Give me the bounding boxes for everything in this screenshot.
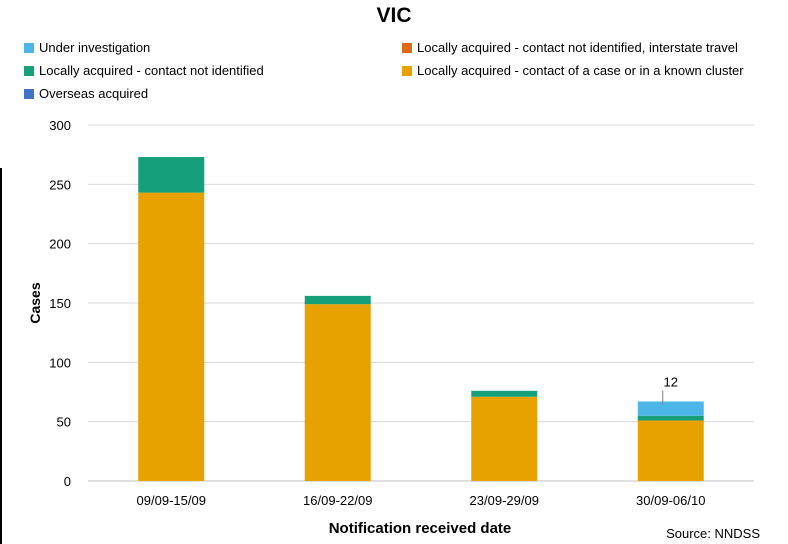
y-axis-label: Cases — [27, 282, 43, 323]
y-tick-label: 150 — [49, 296, 71, 311]
legend-item-overseas-acquired: Overseas acquired — [24, 86, 148, 101]
legend-label: Under investigation — [39, 40, 151, 55]
y-tick-label: 250 — [49, 177, 71, 192]
bar-locally-acquired-contact-of-a-case-or-in-a-known-cluster — [471, 396, 538, 481]
legend-label: Overseas acquired — [39, 86, 149, 101]
x-tick-label: 16/09-22/09 — [303, 493, 372, 508]
y-tick-label: 300 — [49, 118, 71, 133]
legend-swatch — [24, 42, 34, 53]
bar-locally-acquired-contact-of-a-case-or-in-a-known-cluster — [637, 420, 704, 481]
x-tick-label: 09/09-15/09 — [137, 493, 206, 508]
bar-locally-acquired-contact-of-a-case-or-in-a-known-cluster — [138, 192, 205, 481]
legend-item-under-investigation: Under investigation — [24, 40, 150, 55]
legend-swatch — [24, 88, 34, 99]
bar-under-investigation — [637, 401, 704, 416]
x-tick-labels: 09/09-15/09 16/09-22/09 23/09-29/09 30/09-0… — [137, 493, 706, 508]
legend-label: Locally acquired - contact not identifie… — [417, 40, 738, 55]
legend-label: Locally acquired - contact not identifie… — [39, 63, 264, 78]
x-tick-label: 23/09-29/09 — [470, 493, 539, 508]
legend-item-interstate-travel: Locally acquired - contact not identifie… — [402, 40, 738, 55]
left-edge-rule — [0, 168, 2, 544]
chart-title: VIC — [376, 4, 412, 27]
annotations: 12 — [662, 374, 678, 405]
legend-swatch — [402, 65, 412, 76]
x-axis-label: Notification received date — [329, 520, 512, 537]
bars — [138, 157, 704, 481]
bar-locally-acquired-contact-not-identified — [471, 390, 538, 397]
y-tick-label: 50 — [57, 415, 71, 430]
source-note: Source: NNDSS — [666, 526, 760, 541]
bar-locally-acquired-contact-not-identified — [637, 415, 704, 421]
y-tick-label: 100 — [49, 355, 71, 370]
y-tick-labels: 0 50 100 150 200 250 300 — [49, 118, 71, 489]
y-tick-label: 0 — [64, 474, 71, 489]
legend-label: Locally acquired - contact of a case or … — [417, 63, 744, 78]
data-label: 12 — [664, 374, 678, 389]
x-tick-label: 30/09-06/10 — [636, 493, 705, 508]
bar-locally-acquired-contact-not-identified — [304, 295, 371, 305]
bar-locally-acquired-contact-of-a-case-or-in-a-known-cluster — [304, 304, 371, 481]
legend-swatch — [402, 42, 412, 53]
legend-item-known-cluster: Locally acquired - contact of a case or … — [402, 63, 744, 78]
legend-item-contact-not-identified: Locally acquired - contact not identifie… — [24, 63, 264, 78]
legend-swatch — [24, 65, 34, 76]
y-tick-label: 200 — [49, 237, 71, 252]
bar-locally-acquired-contact-not-identified — [138, 157, 205, 193]
